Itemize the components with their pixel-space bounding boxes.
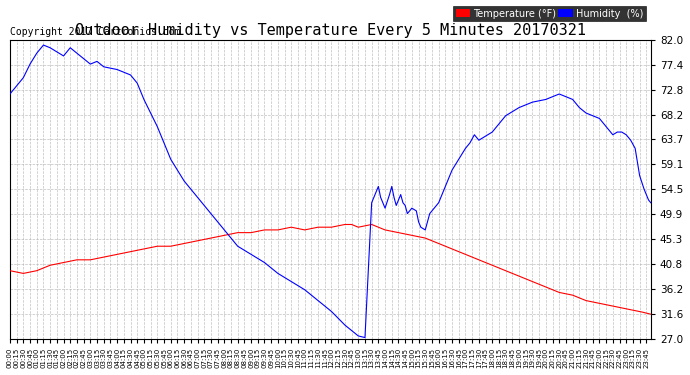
- Legend: Temperature (°F), Humidity  (%): Temperature (°F), Humidity (%): [453, 6, 646, 21]
- Text: Copyright 2017 Cartronics.com: Copyright 2017 Cartronics.com: [10, 27, 180, 37]
- Title: Outdoor Humidity vs Temperature Every 5 Minutes 20170321: Outdoor Humidity vs Temperature Every 5 …: [75, 24, 586, 39]
